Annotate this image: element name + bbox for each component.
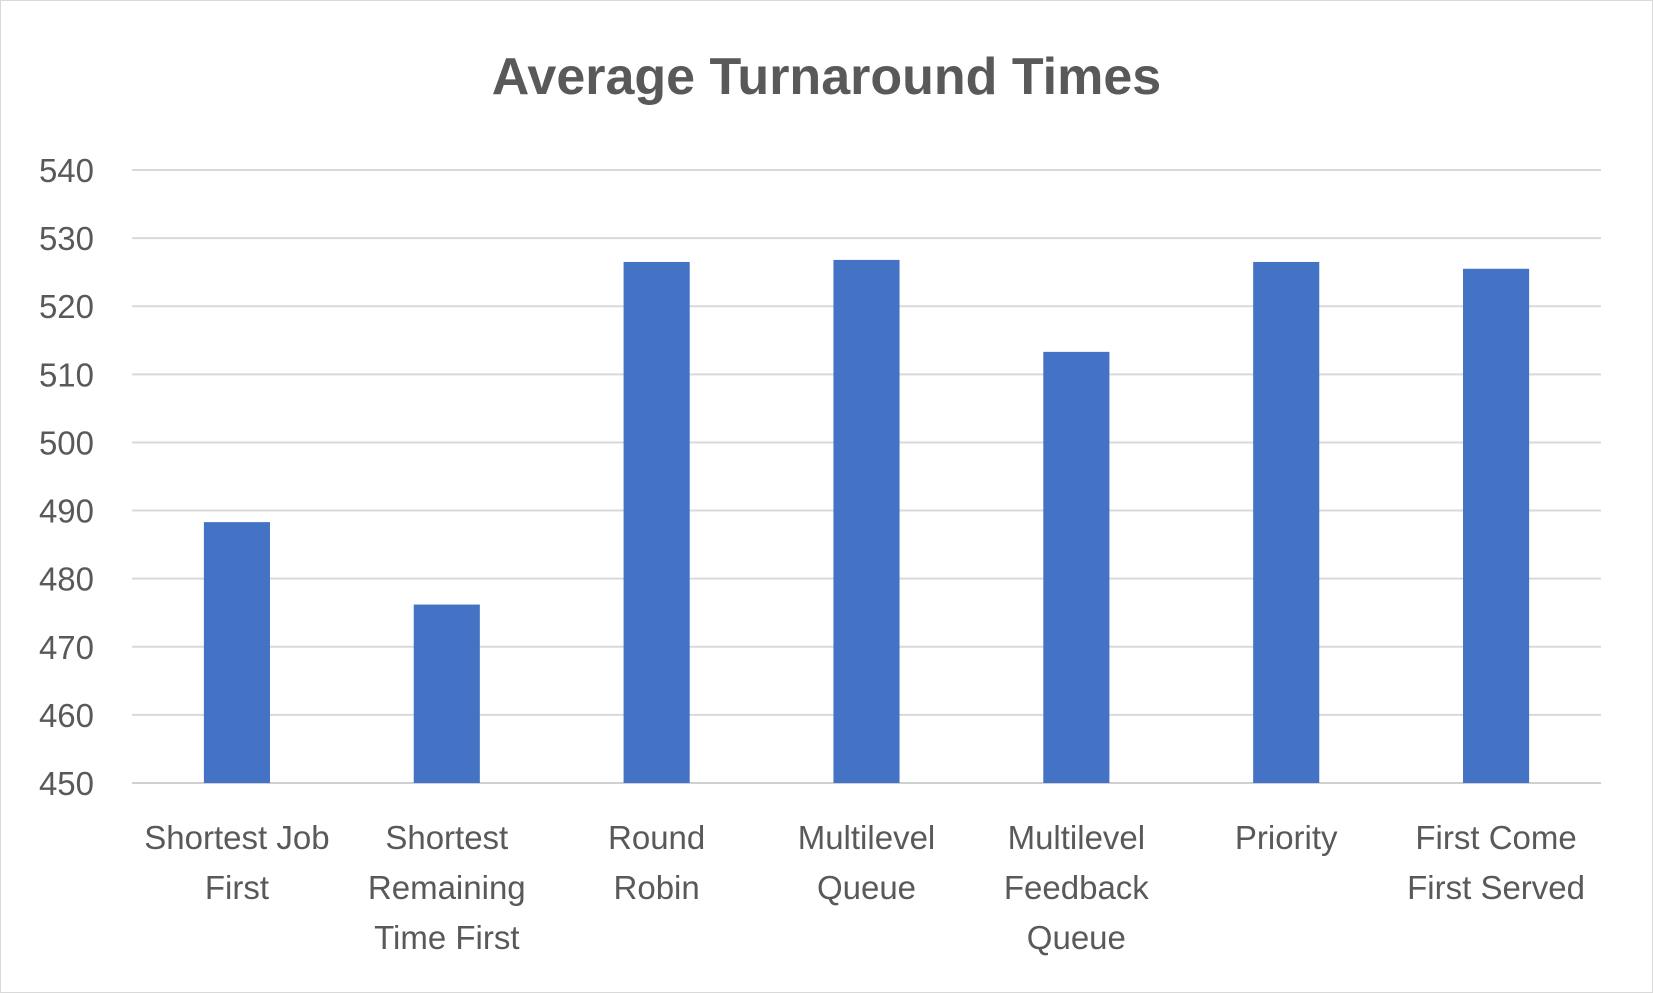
bar: [1043, 351, 1110, 783]
x-category-label: Priority: [1235, 819, 1338, 856]
bar: [623, 261, 690, 783]
bar: [203, 522, 270, 783]
y-tick-label: 450: [39, 765, 94, 802]
y-tick-label: 540: [39, 152, 94, 189]
x-axis-category-labels: Shortest Job First Shortest Remaining Time F…: [144, 819, 1585, 956]
y-tick-label: 520: [39, 288, 94, 325]
bar: [1463, 268, 1530, 783]
x-category-label: Shortest Job First: [144, 819, 329, 906]
bars: [203, 259, 1530, 783]
x-category-label: Multilevel Queue: [798, 819, 936, 906]
bar: [1253, 261, 1320, 783]
chart-title: Average Turnaround Times: [491, 48, 1162, 106]
y-tick-label: 470: [39, 629, 94, 666]
x-category-label: Shortest Remaining Time First: [368, 819, 526, 956]
y-axis-tick-labels: 450 460 470 480 490 500 510 520 530 540: [39, 152, 94, 802]
y-tick-label: 480: [39, 561, 94, 598]
x-category-label: First Come First Served: [1407, 819, 1585, 906]
y-tick-label: 530: [39, 220, 94, 257]
bar: [833, 259, 900, 783]
x-category-label: Round Robin: [608, 819, 705, 906]
y-tick-label: 500: [39, 424, 94, 461]
y-tick-label: 490: [39, 493, 94, 530]
y-tick-label: 460: [39, 697, 94, 734]
bar: [413, 604, 480, 783]
y-tick-label: 510: [39, 356, 94, 393]
x-category-label: Multilevel Feedback Queue: [1004, 819, 1149, 956]
